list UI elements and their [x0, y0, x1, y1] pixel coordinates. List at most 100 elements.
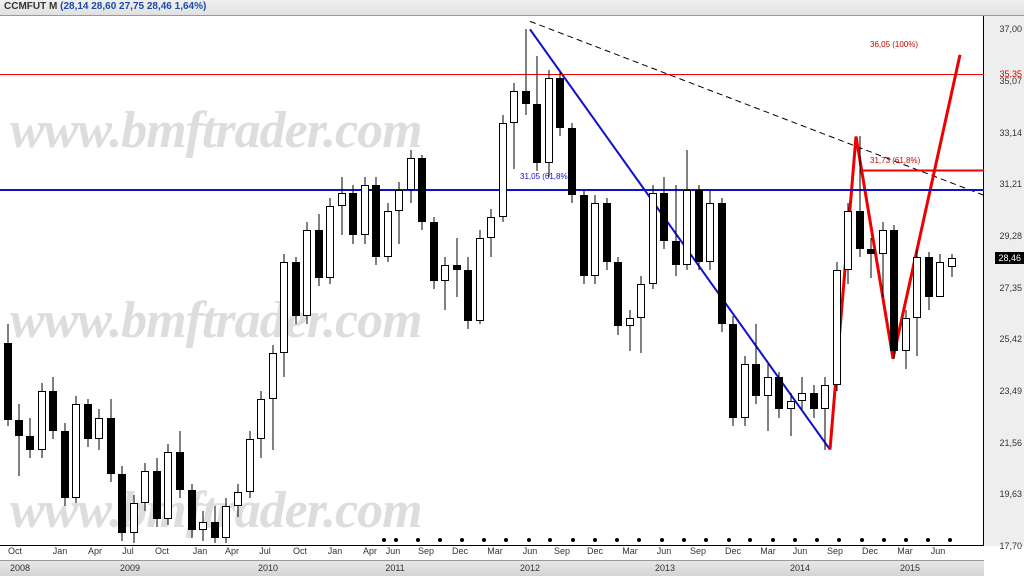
- x-month-label: Sep: [418, 546, 434, 556]
- candle[interactable]: [395, 16, 403, 546]
- candle[interactable]: [188, 16, 196, 546]
- candle[interactable]: [222, 16, 230, 546]
- candle[interactable]: [741, 16, 749, 546]
- candle[interactable]: [718, 16, 726, 546]
- candle[interactable]: [591, 16, 599, 546]
- marker-dot: [527, 538, 531, 542]
- candle[interactable]: [49, 16, 57, 546]
- candle[interactable]: [499, 16, 507, 546]
- candle[interactable]: [257, 16, 265, 546]
- candle[interactable]: [706, 16, 714, 546]
- x-month-label: Jan: [328, 546, 343, 556]
- candle[interactable]: [649, 16, 657, 546]
- candle[interactable]: [672, 16, 680, 546]
- candle[interactable]: [141, 16, 149, 546]
- candle[interactable]: [890, 16, 898, 546]
- candle[interactable]: [349, 16, 357, 546]
- candle[interactable]: [798, 16, 806, 546]
- candle[interactable]: [211, 16, 219, 546]
- candle[interactable]: [787, 16, 795, 546]
- y-tick-label: 23,49: [999, 386, 1022, 396]
- marker-dot: [926, 538, 930, 542]
- candle[interactable]: [833, 16, 841, 546]
- candle[interactable]: [580, 16, 588, 546]
- candle[interactable]: [925, 16, 933, 546]
- candle[interactable]: [4, 16, 12, 546]
- candle[interactable]: [164, 16, 172, 546]
- candle[interactable]: [556, 16, 564, 546]
- marker-dot: [593, 538, 597, 542]
- candle[interactable]: [361, 16, 369, 546]
- candle[interactable]: [844, 16, 852, 546]
- candle[interactable]: [856, 16, 864, 546]
- candle[interactable]: [407, 16, 415, 546]
- candle[interactable]: [384, 16, 392, 546]
- candle[interactable]: [764, 16, 772, 546]
- marker-dot: [571, 538, 575, 542]
- candle[interactable]: [269, 16, 277, 546]
- candle[interactable]: [487, 16, 495, 546]
- candle[interactable]: [522, 16, 530, 546]
- x-axis-months: OctJanAprJulOctJanAprJulOctJanAprJunSepD…: [0, 546, 984, 560]
- candle[interactable]: [315, 16, 323, 546]
- candle[interactable]: [867, 16, 875, 546]
- candle[interactable]: [234, 16, 242, 546]
- candle[interactable]: [118, 16, 126, 546]
- candle[interactable]: [107, 16, 115, 546]
- candle[interactable]: [199, 16, 207, 546]
- candle[interactable]: [84, 16, 92, 546]
- candle[interactable]: [695, 16, 703, 546]
- candle[interactable]: [476, 16, 484, 546]
- candle[interactable]: [61, 16, 69, 546]
- marker-dot: [482, 538, 486, 542]
- candle[interactable]: [902, 16, 910, 546]
- candle[interactable]: [130, 16, 138, 546]
- candle[interactable]: [303, 16, 311, 546]
- candle[interactable]: [879, 16, 887, 546]
- candle[interactable]: [948, 16, 956, 546]
- candle[interactable]: [683, 16, 691, 546]
- marker-dot: [948, 538, 952, 542]
- candle[interactable]: [821, 16, 829, 546]
- candle[interactable]: [936, 16, 944, 546]
- candle[interactable]: [292, 16, 300, 546]
- marker-dot: [793, 538, 797, 542]
- candle[interactable]: [176, 16, 184, 546]
- candle[interactable]: [660, 16, 668, 546]
- y-tick-label: 19,63: [999, 489, 1022, 499]
- candle[interactable]: [95, 16, 103, 546]
- candle[interactable]: [603, 16, 611, 546]
- candle[interactable]: [626, 16, 634, 546]
- candle[interactable]: [464, 16, 472, 546]
- x-month-label: Jun: [523, 546, 538, 556]
- candle[interactable]: [418, 16, 426, 546]
- candle[interactable]: [810, 16, 818, 546]
- candle[interactable]: [26, 16, 34, 546]
- candle[interactable]: [545, 16, 553, 546]
- candle[interactable]: [15, 16, 23, 546]
- x-year-label: 2011: [385, 563, 404, 573]
- candle[interactable]: [430, 16, 438, 546]
- candle[interactable]: [153, 16, 161, 546]
- x-month-label: Jun: [793, 546, 808, 556]
- candle[interactable]: [533, 16, 541, 546]
- candle[interactable]: [246, 16, 254, 546]
- candle[interactable]: [441, 16, 449, 546]
- x-month-label: Dec: [862, 546, 878, 556]
- candle[interactable]: [775, 16, 783, 546]
- candle[interactable]: [72, 16, 80, 546]
- candle[interactable]: [280, 16, 288, 546]
- candle[interactable]: [326, 16, 334, 546]
- candle[interactable]: [568, 16, 576, 546]
- candle[interactable]: [510, 16, 518, 546]
- candle[interactable]: [752, 16, 760, 546]
- candle[interactable]: [729, 16, 737, 546]
- candle[interactable]: [372, 16, 380, 546]
- candle[interactable]: [338, 16, 346, 546]
- candle[interactable]: [637, 16, 645, 546]
- candle[interactable]: [614, 16, 622, 546]
- candle[interactable]: [38, 16, 46, 546]
- plot-area[interactable]: www.bmftrader.comwww.bmftrader.comwww.bm…: [0, 16, 984, 546]
- candle[interactable]: [453, 16, 461, 546]
- candle[interactable]: [913, 16, 921, 546]
